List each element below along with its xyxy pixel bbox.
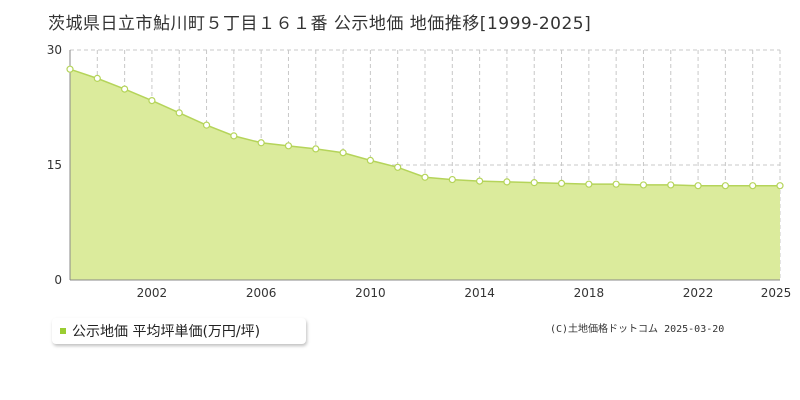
page-title: 茨城県日立市鮎川町５丁目１６１番 公示地価 地価推移[1999-2025] [48, 14, 592, 34]
data-point [284, 142, 293, 150]
data-point [667, 181, 675, 189]
x-tick-label: 2022 [683, 286, 714, 300]
data-point [530, 179, 538, 187]
x-tick-label: 2002 [137, 286, 168, 300]
data-point [557, 179, 566, 187]
legend-marker-icon [60, 328, 66, 334]
axes [69, 50, 780, 281]
y-tick-label: 0 [54, 273, 62, 287]
tick-labels: 0 15 30 2002 2006 2010 2014 2018 2022 2025 [47, 43, 792, 300]
data-point [66, 65, 74, 73]
data-point [339, 149, 347, 157]
x-tick-label: 2014 [464, 286, 495, 300]
y-tick-label: 15 [47, 158, 62, 172]
data-point [476, 177, 484, 185]
data-point [503, 178, 511, 186]
data-point [448, 175, 456, 184]
data-point [121, 85, 129, 93]
x-tick-label: 2025 [761, 286, 792, 300]
x-tick-label: 2010 [355, 286, 386, 300]
data-point [257, 139, 265, 147]
data-point [394, 163, 402, 171]
data-point [585, 180, 593, 188]
data-point [612, 180, 620, 188]
data-point [312, 145, 320, 153]
legend-label: 公示地価 平均坪単価(万円/坪) [72, 324, 261, 340]
data-point [93, 74, 101, 82]
data-point [694, 182, 702, 190]
data-point [366, 156, 374, 164]
data-point [776, 182, 784, 190]
credit-text: (C)土地価格ドットコム 2025-03-20 [550, 324, 725, 335]
data-point [749, 182, 757, 190]
legend[interactable]: 公示地価 平均坪単価(万円/坪) [52, 318, 306, 344]
area-fill [70, 69, 780, 281]
y-tick-label: 30 [47, 43, 62, 57]
x-tick-label: 2006 [246, 286, 277, 300]
data-point [639, 181, 648, 189]
data-points [66, 65, 784, 190]
data-point [148, 96, 156, 105]
x-tick-label: 2018 [574, 286, 605, 300]
data-point [175, 109, 183, 117]
data-point [421, 173, 429, 181]
data-point [721, 182, 729, 190]
data-point [202, 121, 211, 129]
data-point [230, 132, 238, 140]
